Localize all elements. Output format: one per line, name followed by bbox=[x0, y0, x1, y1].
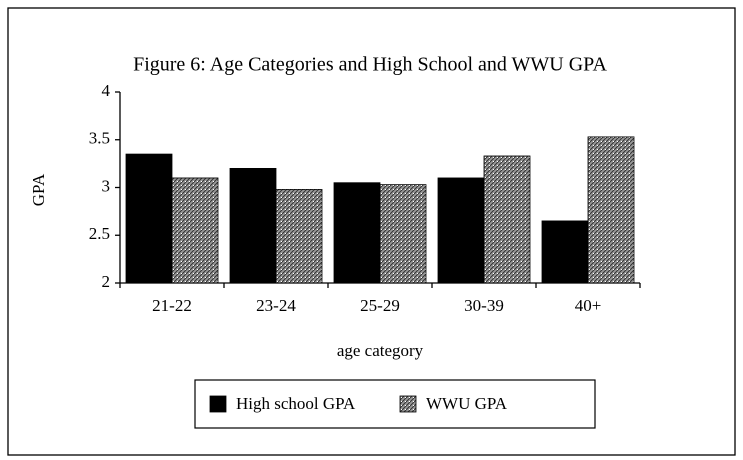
bar bbox=[125, 153, 173, 284]
bar bbox=[275, 189, 323, 284]
x-tick-label: 21-22 bbox=[152, 296, 192, 315]
y-axis-label: GPA bbox=[29, 173, 48, 206]
bar bbox=[437, 177, 485, 284]
bar bbox=[229, 167, 277, 284]
y-tick-label: 3.5 bbox=[89, 129, 110, 148]
legend-label: WWU GPA bbox=[426, 394, 508, 413]
y-tick-label: 2 bbox=[102, 272, 111, 291]
bar bbox=[171, 177, 219, 284]
bar bbox=[333, 182, 381, 284]
y-tick-label: 2.5 bbox=[89, 224, 110, 243]
legend-label: High school GPA bbox=[236, 394, 356, 413]
bar bbox=[541, 220, 589, 284]
legend-swatch bbox=[399, 395, 417, 413]
chart-title: Figure 6: Age Categories and High School… bbox=[133, 54, 607, 76]
legend-swatch bbox=[209, 395, 227, 413]
x-tick-label: 30-39 bbox=[464, 296, 504, 315]
x-tick-label: 23-24 bbox=[256, 296, 296, 315]
y-tick-label: 3 bbox=[102, 176, 111, 195]
bar bbox=[379, 184, 427, 284]
legend-box bbox=[194, 379, 596, 429]
x-tick-label: 25-29 bbox=[360, 296, 400, 315]
x-axis-label: age category bbox=[337, 341, 424, 360]
y-tick-label: 4 bbox=[102, 81, 111, 100]
bar bbox=[587, 136, 635, 284]
bar bbox=[483, 155, 531, 284]
x-tick-label: 40+ bbox=[575, 296, 602, 315]
